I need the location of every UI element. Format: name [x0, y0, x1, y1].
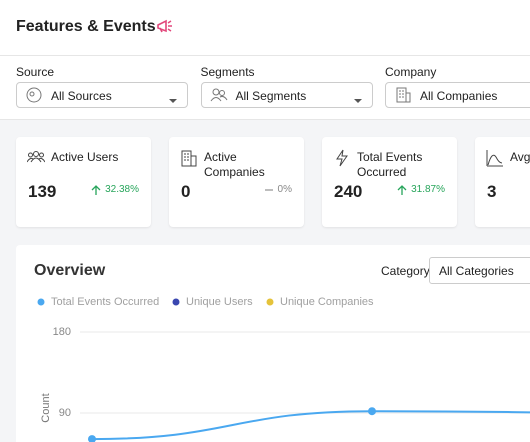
page-title: Features & Events: [16, 18, 156, 35]
metric-icon-svg: [26, 151, 46, 163]
caret-icon-svg: [353, 99, 362, 103]
caret-icon-svg: [169, 99, 177, 103]
filter-icon: [25, 86, 43, 107]
filter-bar: Source All Sources Segments All Segments Com…: [0, 56, 530, 120]
filter-label: Segments: [200, 65, 255, 79]
caret-icon: [169, 93, 177, 107]
filter-dropdown[interactable]: All Sources: [16, 82, 188, 108]
metric-card: Avg. Per 3: [475, 137, 530, 227]
filter-icon-svg: [26, 87, 42, 103]
filter-value: All Segments: [235, 89, 307, 103]
megaphone-icon: [157, 19, 172, 33]
metric-change: 32.38%: [91, 184, 139, 195]
metric-icon: [26, 149, 46, 172]
metric-title: Active Companies: [204, 150, 265, 179]
overview-title: Overview: [34, 262, 106, 279]
metric-change: 31.87%: [397, 184, 445, 195]
metric-icon: [333, 149, 351, 172]
metric-value: 240: [334, 182, 363, 201]
header: Features & Events: [0, 0, 530, 56]
metric-icon: [180, 149, 198, 172]
filter-icon: [394, 86, 412, 107]
trend-icon: [264, 185, 274, 198]
filter-dropdown[interactable]: All Companies: [385, 82, 530, 108]
overview-panel: Overview Category All Categories: [16, 245, 530, 442]
metric-icon-svg: [486, 150, 503, 167]
metric-value: 3: [487, 182, 497, 201]
metric-icon-svg: [336, 149, 348, 167]
filter-icon-svg: [210, 88, 227, 102]
filter-value: All Companies: [420, 89, 498, 103]
metric-card: Total Events Occurred 240 31.87%: [322, 137, 457, 227]
metric-value: 0: [181, 182, 191, 201]
trend-icon-svg: [91, 185, 101, 195]
filter-dropdown[interactable]: All Segments: [200, 82, 373, 108]
metric-icon: [486, 149, 504, 172]
metric-card: Active Users 139 32.38%: [16, 137, 151, 227]
category-value: All Categories: [439, 264, 514, 278]
metric-title: Avg. Per: [510, 150, 530, 164]
metric-card: Active Companies 0 0%: [169, 137, 304, 227]
metric-title: Total Events Occurred: [357, 150, 423, 179]
trend-icon-svg: [264, 189, 273, 191]
metric-icon-svg: [181, 150, 197, 167]
category-label: Category: [381, 264, 430, 278]
filter-icon-svg: [396, 87, 411, 103]
trend-icon-svg: [397, 185, 407, 195]
metric-title: Active Users: [51, 150, 119, 164]
filter-label: Company: [385, 65, 437, 79]
trend-icon: [91, 185, 101, 198]
trend-icon: [397, 185, 407, 198]
filter-icon: [210, 86, 228, 107]
metric-change: 0%: [264, 184, 292, 195]
caret-icon: [353, 93, 362, 107]
metric-value: 139: [28, 182, 57, 201]
category-select[interactable]: All Categories: [429, 257, 530, 284]
filter-label: Source: [16, 65, 55, 79]
filter-value: All Sources: [51, 89, 112, 103]
